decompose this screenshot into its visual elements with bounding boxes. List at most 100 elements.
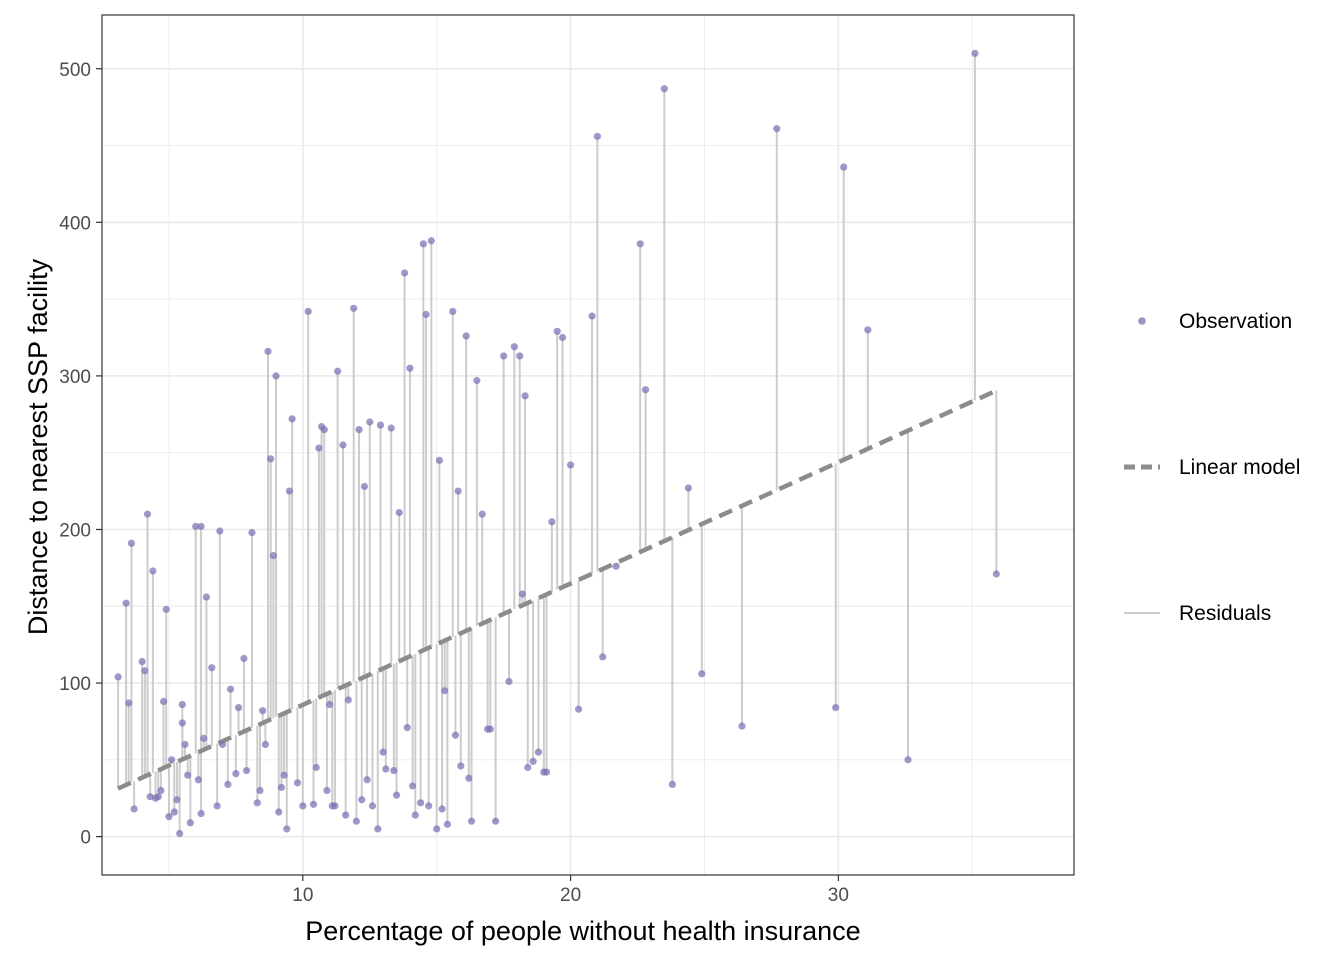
observation-point bbox=[406, 364, 414, 372]
observation-point bbox=[309, 800, 318, 808]
observation-point bbox=[141, 667, 149, 675]
observation-point bbox=[382, 765, 390, 773]
observation-point bbox=[216, 527, 224, 535]
observation-point bbox=[304, 307, 312, 315]
observation-point bbox=[197, 522, 205, 530]
axis-ticks bbox=[96, 68, 839, 881]
observation-point bbox=[409, 782, 417, 790]
observation-point bbox=[738, 722, 746, 730]
observation-point bbox=[773, 125, 781, 133]
y-tick-label: 400 bbox=[59, 213, 91, 234]
observation-point bbox=[588, 312, 596, 320]
legend-residuals-label: Residuals bbox=[1179, 602, 1271, 625]
observation-point bbox=[328, 802, 336, 810]
model-layer bbox=[117, 388, 998, 791]
observation-point bbox=[599, 653, 607, 661]
observation-point bbox=[232, 770, 240, 778]
observation-point bbox=[299, 802, 307, 810]
x-tick-label: 20 bbox=[560, 885, 581, 906]
observation-point bbox=[363, 776, 371, 784]
observation-point bbox=[181, 740, 189, 749]
observation-point bbox=[326, 700, 334, 709]
observation-point bbox=[293, 779, 302, 787]
observation-point bbox=[248, 528, 256, 537]
y-tick-label: 500 bbox=[59, 60, 91, 81]
observation-point bbox=[451, 731, 460, 739]
observation-point bbox=[400, 269, 409, 277]
y-tick-label: 0 bbox=[80, 828, 91, 849]
observation-point bbox=[125, 699, 133, 707]
observation-point bbox=[641, 386, 650, 394]
observation-point bbox=[358, 796, 366, 804]
observation-point bbox=[425, 802, 433, 810]
panel-border bbox=[101, 14, 1075, 876]
y-tick-label: 200 bbox=[59, 520, 91, 541]
observation-point bbox=[419, 240, 427, 248]
observation-point bbox=[240, 654, 248, 663]
observation-point bbox=[612, 562, 620, 570]
x-tick-label: 10 bbox=[292, 885, 313, 906]
observation-point bbox=[168, 756, 176, 764]
observation-point bbox=[500, 352, 508, 360]
observation-point bbox=[192, 522, 200, 530]
observation-point bbox=[417, 799, 425, 807]
observation-point bbox=[992, 570, 1000, 578]
observation-point bbox=[553, 327, 561, 335]
observation-point bbox=[840, 163, 848, 171]
observation-point bbox=[127, 539, 136, 547]
observation-point bbox=[261, 740, 269, 749]
observation-point bbox=[202, 593, 211, 601]
observation-point bbox=[253, 799, 261, 807]
observation-point bbox=[379, 748, 387, 756]
y-axis-title: Distance to nearest SSP facility bbox=[23, 258, 53, 635]
observation-point bbox=[264, 347, 272, 355]
observation-point bbox=[149, 567, 157, 575]
observation-point bbox=[368, 802, 377, 810]
observation-point bbox=[288, 415, 296, 423]
observation-point bbox=[521, 392, 529, 400]
observation-point bbox=[864, 326, 872, 334]
observation-point bbox=[213, 802, 221, 810]
observation-point bbox=[122, 599, 130, 607]
observation-point bbox=[285, 487, 294, 495]
observation-point bbox=[443, 820, 452, 828]
observation-point bbox=[593, 132, 601, 140]
observation-point bbox=[366, 418, 374, 426]
observation-point bbox=[130, 805, 138, 813]
observation-point bbox=[173, 796, 181, 804]
residuals-layer bbox=[117, 53, 998, 834]
observation-point bbox=[505, 677, 513, 686]
observation-point bbox=[904, 756, 912, 764]
y-tick-label: 300 bbox=[59, 367, 91, 388]
observation-point bbox=[465, 774, 473, 782]
observation-point bbox=[449, 307, 457, 315]
observation-point bbox=[668, 780, 676, 788]
observation-point bbox=[832, 704, 840, 712]
observation-point bbox=[524, 763, 532, 772]
observation-point bbox=[575, 705, 583, 713]
observation-point bbox=[162, 605, 170, 613]
observation-point bbox=[360, 482, 369, 491]
legend: Observation Linear model Residuals bbox=[1124, 310, 1300, 625]
observation-point bbox=[344, 696, 352, 704]
observation-point bbox=[184, 771, 192, 779]
observation-point bbox=[224, 780, 232, 788]
observation-point bbox=[350, 304, 358, 312]
observation-point bbox=[542, 768, 551, 776]
observation-point bbox=[516, 352, 524, 360]
observation-point bbox=[486, 725, 494, 733]
observation-point bbox=[684, 484, 693, 492]
observation-point bbox=[518, 590, 526, 598]
observation-point bbox=[315, 444, 323, 452]
observation-point bbox=[154, 793, 162, 801]
observation-point bbox=[387, 424, 395, 432]
observation-point bbox=[636, 240, 644, 248]
observation-point bbox=[165, 813, 173, 821]
observation-point bbox=[218, 740, 227, 749]
observation-point bbox=[395, 508, 403, 517]
linear-model-line bbox=[117, 388, 998, 791]
observation-point bbox=[376, 421, 385, 429]
observation-point bbox=[392, 791, 401, 799]
